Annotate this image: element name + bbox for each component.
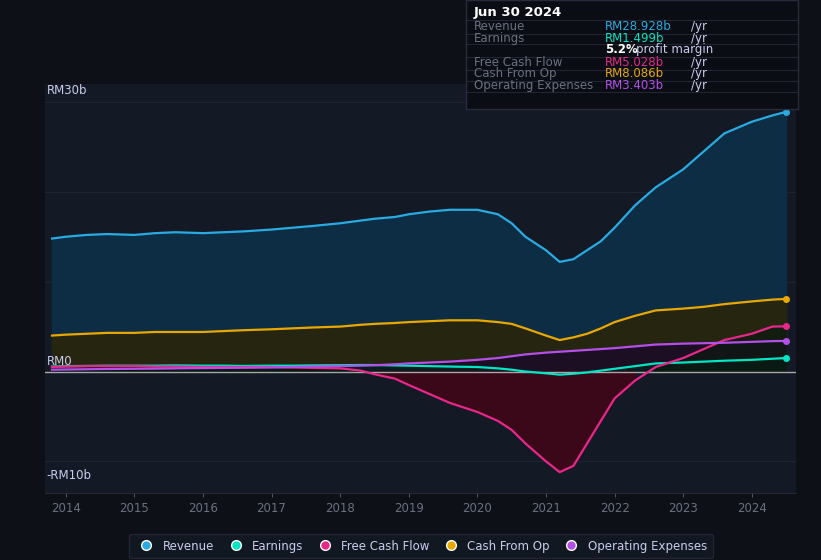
Text: RM3.403b: RM3.403b bbox=[605, 78, 664, 92]
Text: Operating Expenses: Operating Expenses bbox=[474, 78, 593, 92]
Text: Free Cash Flow: Free Cash Flow bbox=[474, 56, 562, 69]
Text: /yr: /yr bbox=[691, 56, 707, 69]
Text: Cash From Op: Cash From Op bbox=[474, 67, 556, 81]
Text: RM28.928b: RM28.928b bbox=[605, 20, 672, 34]
Legend: Revenue, Earnings, Free Cash Flow, Cash From Op, Operating Expenses: Revenue, Earnings, Free Cash Flow, Cash … bbox=[129, 534, 713, 558]
Text: RM5.028b: RM5.028b bbox=[605, 56, 664, 69]
Text: RM30b: RM30b bbox=[47, 85, 87, 97]
Text: profit margin: profit margin bbox=[636, 43, 713, 56]
Text: Revenue: Revenue bbox=[474, 20, 525, 34]
Text: RM1.499b: RM1.499b bbox=[605, 31, 664, 45]
Text: RM0: RM0 bbox=[47, 355, 72, 368]
Text: Earnings: Earnings bbox=[474, 31, 525, 45]
Text: /yr: /yr bbox=[691, 78, 707, 92]
Text: /yr: /yr bbox=[691, 31, 707, 45]
Text: -RM10b: -RM10b bbox=[47, 469, 91, 482]
Text: 5.2%: 5.2% bbox=[605, 43, 638, 56]
Text: /yr: /yr bbox=[691, 20, 707, 34]
Text: RM8.086b: RM8.086b bbox=[605, 67, 664, 81]
Text: Jun 30 2024: Jun 30 2024 bbox=[474, 6, 562, 19]
Text: /yr: /yr bbox=[691, 67, 707, 81]
